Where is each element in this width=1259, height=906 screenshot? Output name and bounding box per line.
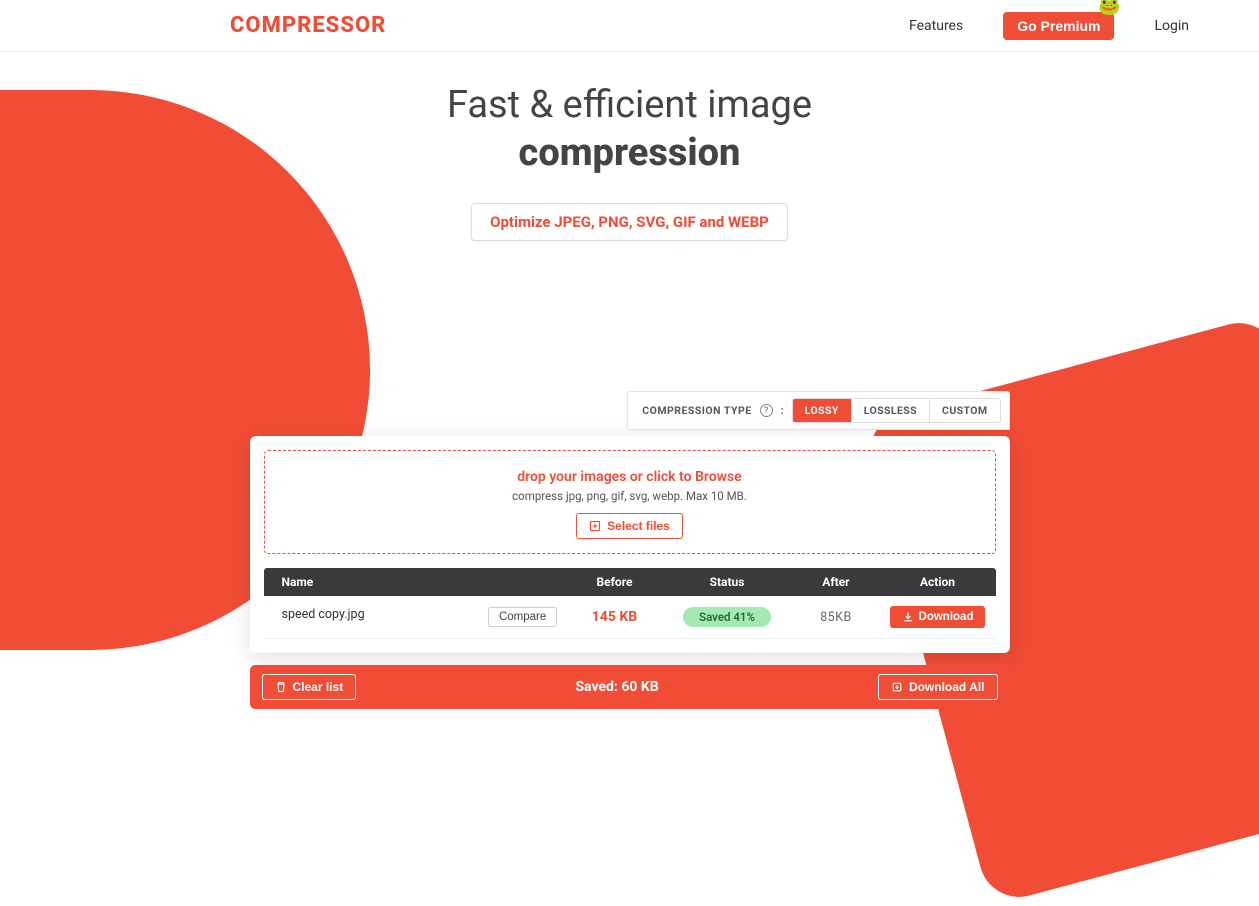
hero-heading: Fast & efficient image compression xyxy=(0,82,1259,177)
col-after: After xyxy=(792,568,879,596)
site-header: COMPRESSOR Features Go Premium 🐸 Login xyxy=(0,0,1259,52)
logo[interactable]: COMPRESSOR xyxy=(230,13,386,38)
footer-bar: Clear list Saved: 60 KB Download All xyxy=(250,665,1010,709)
select-files-label: Select files xyxy=(607,519,670,533)
main-container: COMPRESSION TYPE ? : LOSSY LOSSLESS CUST… xyxy=(250,391,1010,709)
file-name: speed copy.jpg xyxy=(282,607,365,622)
download-all-label: Download All xyxy=(909,680,985,694)
frog-icon: 🐸 xyxy=(1098,0,1120,17)
help-icon[interactable]: ? xyxy=(760,404,773,417)
compression-type-label: COMPRESSION TYPE xyxy=(642,404,751,417)
top-nav: Features Go Premium 🐸 Login xyxy=(909,12,1189,40)
nav-features[interactable]: Features xyxy=(909,18,963,34)
tab-custom[interactable]: CUSTOM xyxy=(929,399,999,422)
hero-line2: compression xyxy=(519,131,741,175)
table-row: speed copy.jpg Compare 145 KB Saved 41% … xyxy=(264,596,996,639)
download-button[interactable]: Download xyxy=(890,606,986,628)
colon: : xyxy=(781,404,784,417)
download-all-icon xyxy=(891,681,903,693)
status-badge: Saved 41% xyxy=(683,607,771,627)
hero-pill: Optimize JPEG, PNG, SVG, GIF and WEBP xyxy=(471,203,788,241)
hero-line1: Fast & efficient image xyxy=(447,83,812,127)
clear-list-label: Clear list xyxy=(293,680,344,694)
tab-lossless[interactable]: LOSSLESS xyxy=(851,399,929,422)
download-all-button[interactable]: Download All xyxy=(878,674,998,700)
compression-type-bar: COMPRESSION TYPE ? : LOSSY LOSSLESS CUST… xyxy=(627,391,1009,430)
dropzone-sub: compress jpg, png, gif, svg, webp. Max 1… xyxy=(275,489,985,503)
download-icon xyxy=(902,611,914,623)
plus-box-icon xyxy=(589,520,601,532)
after-size: 85KB xyxy=(820,610,852,625)
select-files-button[interactable]: Select files xyxy=(576,513,683,539)
dropzone[interactable]: drop your images or click to Browse comp… xyxy=(264,450,996,554)
dropzone-title: drop your images or click to Browse xyxy=(275,469,985,485)
upload-card: drop your images or click to Browse comp… xyxy=(250,436,1010,653)
col-action: Action xyxy=(880,568,996,596)
compare-button[interactable]: Compare xyxy=(488,607,557,627)
col-name: Name xyxy=(264,568,568,596)
go-premium-button[interactable]: Go Premium 🐸 xyxy=(1003,12,1114,40)
file-table: Name Before Status After Action speed co… xyxy=(264,568,996,639)
before-size: 145 KB xyxy=(592,609,637,625)
compression-tabs: LOSSY LOSSLESS CUSTOM xyxy=(792,398,1001,423)
hero-section: Fast & efficient image compression Optim… xyxy=(0,52,1259,241)
download-label: Download xyxy=(919,611,974,623)
tab-lossy[interactable]: LOSSY xyxy=(793,399,851,422)
col-before: Before xyxy=(567,568,661,596)
saved-summary: Saved: 60 KB xyxy=(356,679,878,695)
go-premium-label: Go Premium xyxy=(1017,18,1100,34)
nav-login[interactable]: Login xyxy=(1154,18,1189,34)
col-status: Status xyxy=(662,568,793,596)
clear-list-button[interactable]: Clear list xyxy=(262,674,357,700)
trash-icon xyxy=(275,681,287,693)
